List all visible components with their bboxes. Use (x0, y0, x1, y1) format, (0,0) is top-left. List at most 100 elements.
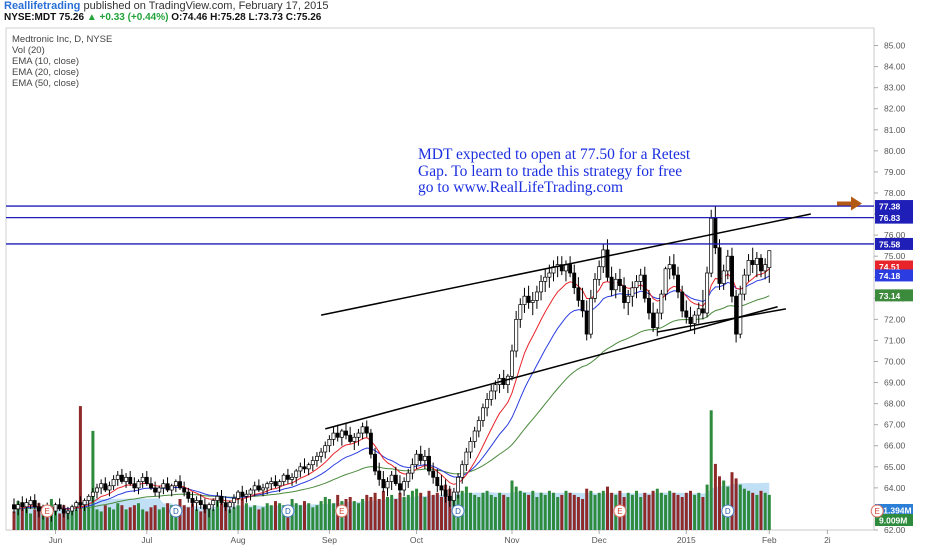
annotation-text[interactable]: MDT expected to open at 77.50 for a Rete… (418, 146, 798, 197)
candle-body (236, 491, 241, 499)
volume-bar (597, 492, 601, 530)
volume-bar (373, 492, 377, 530)
author-name[interactable]: Reallifetrading (4, 0, 81, 12)
volume-bar (639, 497, 643, 530)
volume-bar (689, 490, 692, 530)
candle-body (103, 483, 108, 491)
volume-bar (141, 509, 145, 530)
y-tick-label: 69.00 (884, 378, 906, 388)
candle-body (169, 485, 174, 491)
legend-ema50[interactable]: EMA (50, close) (12, 78, 80, 89)
candle-body (443, 489, 448, 497)
volume-bar (693, 494, 697, 530)
volume-bar (174, 509, 178, 530)
candle-body (742, 274, 747, 295)
candle-body (132, 483, 137, 489)
legend-ema10[interactable]: EMA (10, close) (12, 56, 80, 67)
y-tick-label: 84.00 (884, 62, 906, 72)
event-label: E (45, 507, 50, 516)
volume-bar (543, 494, 547, 530)
candle-body (601, 249, 606, 268)
volume-tag: 9.009M (879, 516, 907, 526)
candle-body (534, 291, 539, 301)
x-tick-label: Jun (49, 535, 63, 545)
candle-body (684, 310, 689, 318)
candle-body (269, 481, 274, 485)
trendline-lower (325, 305, 778, 430)
volume-bar (91, 430, 95, 530)
volume-bar (672, 492, 676, 530)
candle-body (373, 453, 377, 472)
candle-body (165, 483, 170, 491)
candle-body (202, 504, 207, 510)
price-tag: 74.18 (879, 271, 901, 281)
volume-bar (83, 505, 87, 530)
volume-bar (402, 497, 406, 530)
candle-body (767, 250, 772, 268)
x-tick-label: Oct (410, 535, 424, 545)
candle-body (252, 485, 257, 491)
volume-bar (547, 490, 551, 530)
candle-body (547, 272, 552, 278)
event-label: D (173, 507, 179, 516)
price-tag: 74.51 (879, 262, 901, 272)
candle-body (315, 455, 319, 461)
volume-bar (448, 488, 452, 530)
volume-bar (315, 505, 319, 530)
candle-body (439, 485, 444, 491)
volume-bar (510, 480, 514, 530)
volume-bar (103, 505, 107, 530)
y-tick-label: 65.00 (884, 462, 906, 472)
volume-bar (377, 499, 381, 530)
volume-bar (697, 492, 701, 530)
event-label: D (725, 507, 731, 516)
event-label: D (285, 507, 291, 516)
candle-body (215, 495, 220, 501)
annotation-line-2: Gap. To learn to trade this strategy for… (418, 162, 683, 180)
y-tick-label: 85.00 (884, 41, 906, 51)
volume-bar (253, 505, 257, 530)
volume-bar (240, 499, 244, 530)
candle-body (398, 483, 402, 491)
volume-bar (593, 494, 597, 530)
volume-bar (502, 494, 506, 530)
candle-body (630, 287, 635, 297)
candle-body (738, 293, 743, 335)
candle-body (609, 276, 614, 291)
volume-bar (195, 509, 199, 530)
candle-body (700, 308, 705, 314)
y-tick-label: 78.00 (884, 188, 906, 198)
candle-body (451, 491, 456, 501)
published-text: published on TradingView.com, February 1… (83, 0, 329, 12)
volume-bar (381, 490, 385, 530)
candle-body (36, 506, 41, 512)
candle-body (730, 255, 734, 297)
trendline-low (657, 308, 787, 333)
candle-body (725, 255, 730, 272)
candle-body (82, 500, 87, 506)
volume-bar (572, 494, 576, 530)
volume-bar (560, 494, 564, 530)
volume-bar (518, 490, 522, 530)
volume-bar (734, 478, 738, 530)
volume-bar (12, 511, 16, 530)
price-tag-hline-bg (875, 211, 913, 224)
volume-bar (763, 492, 767, 530)
volume-bar (66, 511, 70, 530)
candle-body (543, 276, 548, 282)
candle-body (464, 451, 469, 466)
legend-ema20[interactable]: EMA (20, close) (12, 67, 80, 78)
candle-body (481, 407, 485, 421)
candle-body (348, 434, 353, 442)
candle-body (489, 390, 494, 400)
candle-body (331, 432, 336, 440)
volume-bar (207, 507, 211, 530)
earnings-event-icon (870, 504, 884, 518)
event-label: E (339, 507, 344, 516)
volume-bar (303, 501, 306, 530)
y-tick-label: 83.00 (884, 83, 906, 93)
legend-vol[interactable]: Vol (20) (12, 45, 45, 56)
candle-body (709, 217, 714, 274)
price-tag: 73.14 (879, 291, 901, 301)
